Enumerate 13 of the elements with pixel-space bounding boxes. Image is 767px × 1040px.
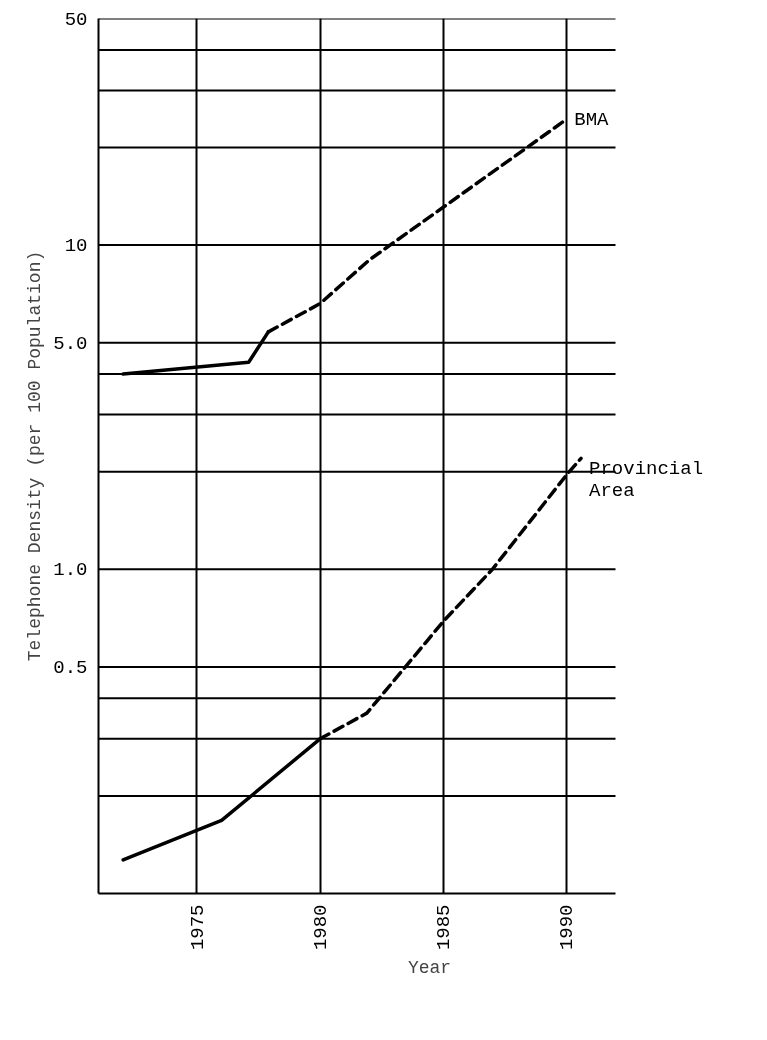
y-axis-title: Telephone Density (per 100 Population) — [25, 250, 46, 662]
series-label: Provincial Area — [589, 458, 704, 503]
x-tick-label: 1985 — [433, 904, 456, 951]
x-tick-label: 1990 — [556, 904, 579, 951]
y-tick-label: 1.0 — [53, 559, 88, 582]
x-tick-label: 1980 — [310, 904, 333, 951]
y-tick-label: 10 — [64, 235, 88, 258]
x-tick-label: 1975 — [186, 904, 209, 951]
y-tick-label: 50 — [64, 8, 88, 31]
y-tick-label: 0.5 — [53, 656, 88, 679]
y-tick-label: 5.0 — [53, 332, 88, 355]
x-axis-title: Year — [407, 958, 452, 979]
series-label: BMA — [574, 108, 610, 131]
